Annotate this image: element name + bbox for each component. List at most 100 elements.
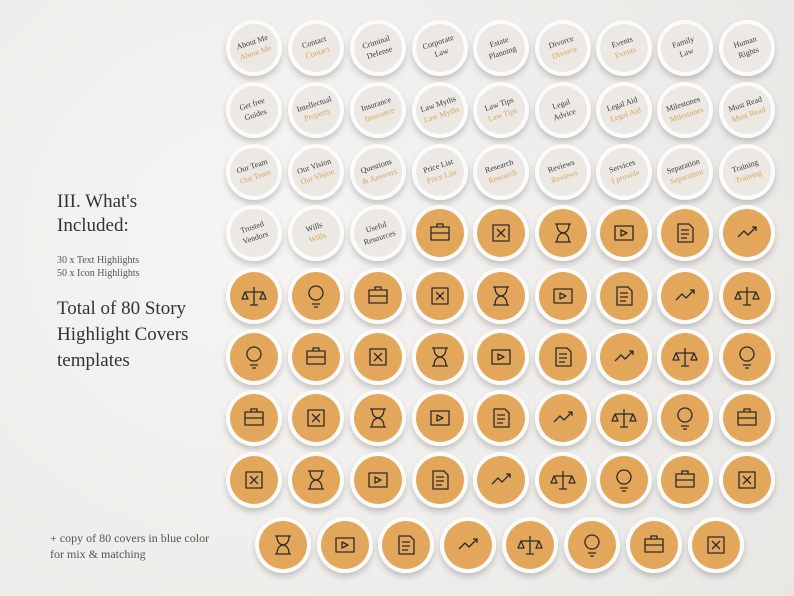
cover-face bbox=[477, 394, 525, 442]
icon-cover bbox=[412, 268, 468, 324]
icon-cover bbox=[288, 329, 344, 385]
cover-face bbox=[600, 333, 648, 381]
cover-icon bbox=[430, 410, 450, 426]
icon-cover bbox=[657, 452, 713, 508]
cover-icon bbox=[550, 471, 576, 490]
cover-face bbox=[600, 24, 648, 72]
cover-icon bbox=[675, 289, 695, 301]
icon-cover bbox=[596, 452, 652, 508]
cover-face bbox=[354, 209, 402, 257]
cover-icon bbox=[584, 534, 600, 557]
cover-face bbox=[416, 148, 464, 196]
cover-face bbox=[539, 394, 587, 442]
cover-face bbox=[230, 24, 278, 72]
cover-face bbox=[539, 272, 587, 320]
icon-cover bbox=[288, 452, 344, 508]
icon-cover bbox=[412, 452, 468, 508]
cover-face bbox=[354, 456, 402, 504]
cover-face bbox=[661, 394, 709, 442]
cover-face bbox=[723, 86, 771, 134]
cover-icon bbox=[306, 347, 326, 365]
icon-cover bbox=[535, 205, 591, 261]
cover-face bbox=[477, 456, 525, 504]
cover-face bbox=[292, 272, 340, 320]
cover-text: Law bbox=[678, 46, 695, 59]
icon-cover bbox=[412, 205, 468, 261]
icon-cover bbox=[535, 390, 591, 446]
cover-icon bbox=[493, 286, 509, 306]
cover-face bbox=[230, 86, 278, 134]
cover-icon bbox=[492, 224, 510, 242]
cover-face bbox=[661, 272, 709, 320]
icon-cover bbox=[473, 452, 529, 508]
cover-icon bbox=[737, 408, 757, 426]
cover-icon bbox=[644, 535, 664, 553]
cover-icon bbox=[398, 535, 415, 555]
cover-face bbox=[292, 148, 340, 196]
count: 50 x Icon Highlights bbox=[57, 268, 140, 279]
icon-cover bbox=[226, 329, 282, 385]
icon-cover bbox=[473, 390, 529, 446]
cover-icon bbox=[614, 225, 634, 241]
icon-cover bbox=[350, 452, 406, 508]
cover-icon bbox=[368, 472, 388, 488]
icon-cover bbox=[255, 517, 311, 573]
cover-icon bbox=[611, 409, 637, 428]
cover-icon bbox=[431, 287, 449, 305]
cover-icon bbox=[241, 287, 267, 306]
cover-icon bbox=[553, 288, 573, 304]
cover-face bbox=[477, 86, 525, 134]
cover-icon bbox=[245, 471, 263, 489]
cover-face bbox=[416, 24, 464, 72]
cover-icon bbox=[246, 346, 262, 369]
cover-icon bbox=[616, 286, 633, 306]
icon-cover bbox=[378, 517, 434, 573]
icon-cover bbox=[226, 268, 282, 324]
cover-icon bbox=[738, 471, 756, 489]
cover-face bbox=[354, 86, 402, 134]
cover-icon bbox=[517, 536, 543, 555]
cover-icon bbox=[308, 470, 324, 490]
cover-text: Law bbox=[433, 46, 450, 59]
cover-icon bbox=[491, 473, 511, 485]
cover-icon bbox=[555, 223, 571, 243]
cover-face bbox=[354, 148, 402, 196]
cover-face bbox=[444, 521, 492, 569]
cover-icon bbox=[734, 287, 760, 306]
cover-face bbox=[600, 86, 648, 134]
cover-icon bbox=[275, 535, 291, 555]
cover-face bbox=[292, 24, 340, 72]
counts: 30 x Text Highlights 50 x Icon Highlight… bbox=[57, 254, 140, 280]
cover-face bbox=[416, 456, 464, 504]
cover-face bbox=[416, 394, 464, 442]
cover-face bbox=[661, 148, 709, 196]
cover-face bbox=[600, 148, 648, 196]
heading: III. What's Included: bbox=[57, 191, 138, 236]
cover-icon bbox=[307, 409, 325, 427]
count: 30 x Text Highlights bbox=[57, 255, 140, 266]
cover-face bbox=[477, 24, 525, 72]
cover-face bbox=[661, 86, 709, 134]
cover-face bbox=[230, 333, 278, 381]
cover-face bbox=[416, 86, 464, 134]
icon-cover bbox=[596, 390, 652, 446]
cover-face bbox=[568, 521, 616, 569]
icon-cover bbox=[657, 329, 713, 385]
icon-cover bbox=[719, 205, 775, 261]
icon-cover bbox=[473, 329, 529, 385]
